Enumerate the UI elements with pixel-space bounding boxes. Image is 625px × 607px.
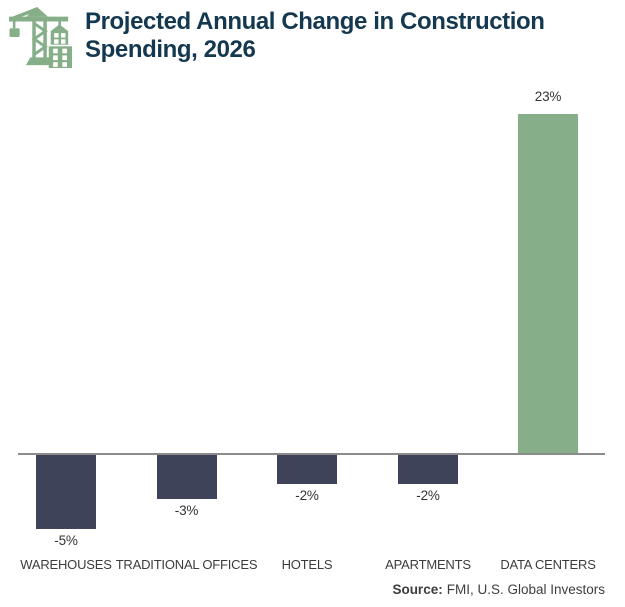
construction-crane-icon [9, 6, 73, 69]
category-label: APARTMENTS [385, 557, 471, 572]
category-label: WAREHOUSES [20, 557, 112, 572]
category-label: HOTELS [281, 557, 333, 572]
category-label: DATA CENTERS [500, 557, 596, 572]
chart-header: Projected Annual Change in Construction … [0, 0, 625, 78]
bar-value-label: -5% [54, 532, 78, 548]
bar-warehouses [36, 455, 96, 529]
category-label: TRADITIONAL OFFICES [115, 557, 258, 572]
title-line-1: Projected Annual Change in Construction [85, 8, 545, 35]
source-note: Source: FMI, U.S. Global Investors [392, 582, 605, 597]
bar-data-centers [518, 114, 578, 453]
bar-value-label: -2% [416, 488, 440, 504]
bar-hotels [277, 455, 337, 485]
bar-value-label: -3% [174, 503, 199, 519]
bar-value-label: -2% [295, 488, 319, 504]
bar-value-label: 23% [534, 89, 562, 105]
x-axis-line [18, 453, 605, 455]
bar-traditional-offices [156, 455, 217, 500]
bar-apartments [398, 455, 458, 485]
title-line-2: Spending, 2026 [85, 36, 256, 63]
page-title: Projected Annual Change in Construction … [85, 8, 615, 64]
source-label: Source: [392, 582, 443, 597]
source-text: FMI, U.S. Global Investors [446, 582, 605, 597]
